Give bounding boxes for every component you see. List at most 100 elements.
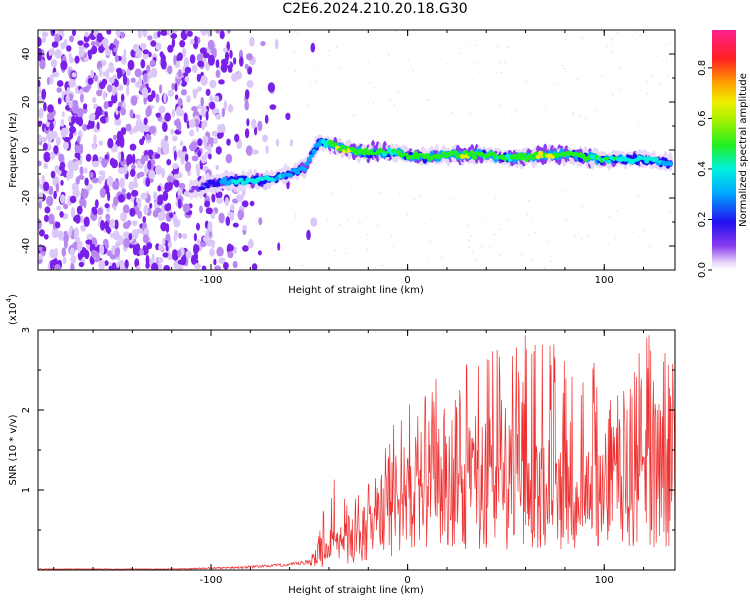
heatmap-noise-cell <box>147 149 154 157</box>
heatmap-noise-cell <box>54 33 61 44</box>
heatmap-noise-cell <box>131 189 139 197</box>
heatmap-noise-cell <box>71 182 78 191</box>
heatmap-noise-cell <box>194 118 199 128</box>
heatmap-noise-cell <box>140 192 148 200</box>
heatmap-noise-cell <box>54 164 60 173</box>
heatmap-noise-cell <box>186 95 191 103</box>
heatmap-noise-cell <box>395 30 397 33</box>
heatmap-noise-cell <box>202 120 208 128</box>
heatmap-noise-cell <box>178 120 182 132</box>
heatmap-noise-cell <box>637 124 639 126</box>
heatmap-noise-cell <box>187 30 193 37</box>
heatmap-noise-cell <box>469 44 471 47</box>
heatmap-noise-cell <box>182 47 187 58</box>
heatmap-noise-cell <box>177 187 183 198</box>
heatmap-noise-cell <box>244 89 250 100</box>
heatmap-x-tick-label: -100 <box>200 275 223 286</box>
heatmap-noise-cell <box>209 101 216 110</box>
heatmap-noise-cell <box>81 188 89 199</box>
heatmap-noise-cell <box>579 36 582 38</box>
heatmap-noise-cell <box>631 231 634 234</box>
heatmap-noise-cell <box>258 217 263 226</box>
heatmap-noise-cell <box>458 52 461 55</box>
heatmap-noise-cell <box>174 82 178 92</box>
heatmap-noise-cell <box>54 49 62 59</box>
heatmap-noise-cell <box>257 120 263 132</box>
heatmap-noise-cell <box>120 127 127 136</box>
heatmap-noise-cell <box>162 190 169 202</box>
heatmap-noise-cell <box>639 34 641 37</box>
heatmap-ridge-cell <box>287 172 293 178</box>
heatmap-noise-cell <box>114 246 121 258</box>
heatmap-noise-cell <box>646 92 649 95</box>
heatmap-noise-cell <box>60 118 65 128</box>
heatmap-noise-cell <box>196 222 200 231</box>
heatmap-noise-cell <box>107 138 114 149</box>
heatmap-noise-cell <box>225 216 231 227</box>
heatmap-noise-cell <box>77 135 81 144</box>
heatmap-noise-cell <box>78 48 85 58</box>
heatmap-noise-cell <box>66 87 70 93</box>
heatmap-noise-cell <box>76 108 84 119</box>
heatmap-y-tick-label: 40 <box>21 48 32 61</box>
heatmap-noise-cell <box>63 136 71 143</box>
snr-frame <box>38 330 675 570</box>
heatmap-noise-cell <box>137 160 141 169</box>
heatmap-noise-cell <box>218 79 225 85</box>
heatmap-x-tick-label: 100 <box>595 275 614 286</box>
heatmap-noise-cell <box>149 202 153 209</box>
heatmap-noise-cell <box>63 233 69 244</box>
heatmap-noise-cell <box>142 30 148 38</box>
heatmap-noise-cell <box>574 235 576 237</box>
heatmap-noise-cell <box>215 30 221 34</box>
heatmap-noise-cell <box>130 95 138 106</box>
heatmap-noise-cell <box>406 214 408 216</box>
heatmap-noise-cell <box>89 112 96 121</box>
snr-x-tick-label: -100 <box>200 575 223 586</box>
heatmap-noise-cell <box>635 31 638 33</box>
heatmap-noise-cell <box>615 237 617 240</box>
heatmap-noise-cell <box>100 116 108 124</box>
heatmap-noise-cell <box>565 70 568 73</box>
heatmap-noise-cell <box>215 69 221 78</box>
heatmap-noise-cell <box>609 50 612 53</box>
heatmap-noise-cell <box>576 78 578 81</box>
heatmap-noise-cell <box>236 71 243 80</box>
heatmap-noise-cell <box>251 263 258 270</box>
heatmap-noise-cell <box>265 144 269 154</box>
heatmap-noise-cell <box>76 240 83 252</box>
heatmap-noise-cell <box>511 116 513 119</box>
heatmap-noise-cell <box>494 197 497 199</box>
heatmap-noise-cell <box>126 192 132 200</box>
heatmap-noise-cell <box>106 250 113 257</box>
heatmap-noise-cell <box>397 90 400 93</box>
heatmap-noise-cell <box>167 175 174 183</box>
heatmap-noise-cell <box>162 121 168 133</box>
heatmap-noise-cell <box>132 126 139 133</box>
heatmap-ridge-cell <box>535 154 541 160</box>
heatmap-noise-cell <box>521 253 523 256</box>
colorbar-gradient <box>712 30 736 270</box>
heatmap-noise-cell <box>99 243 104 252</box>
heatmap-noise-cell <box>133 176 138 185</box>
heatmap-noise-cell <box>88 243 96 249</box>
heatmap-noise-cell <box>300 264 303 267</box>
heatmap-noise-cell <box>467 239 470 241</box>
heatmap-noise-cell <box>157 30 161 38</box>
heatmap-noise-cell <box>227 251 234 259</box>
heatmap-noise-cell <box>131 164 136 170</box>
heatmap-noise-cell <box>70 262 75 270</box>
heatmap-panel: -100 0 100 -40 -20 0 20 40 <box>21 29 676 286</box>
heatmap-ridge-cell <box>528 153 534 157</box>
heatmap-noise-cell <box>64 126 69 136</box>
heatmap-noise-cell <box>251 118 257 129</box>
heatmap-noise-cell <box>135 197 142 204</box>
heatmap-noise-cell <box>223 262 229 270</box>
heatmap-noise-cell <box>179 40 186 48</box>
heatmap-noise-cell <box>117 151 122 162</box>
heatmap-noise-cell <box>578 115 581 117</box>
heatmap-noise-cell <box>175 106 182 117</box>
heatmap-noise-cell <box>224 197 229 207</box>
heatmap-noise-cell <box>56 205 62 211</box>
heatmap-y-tick-label: 0 <box>21 147 32 153</box>
